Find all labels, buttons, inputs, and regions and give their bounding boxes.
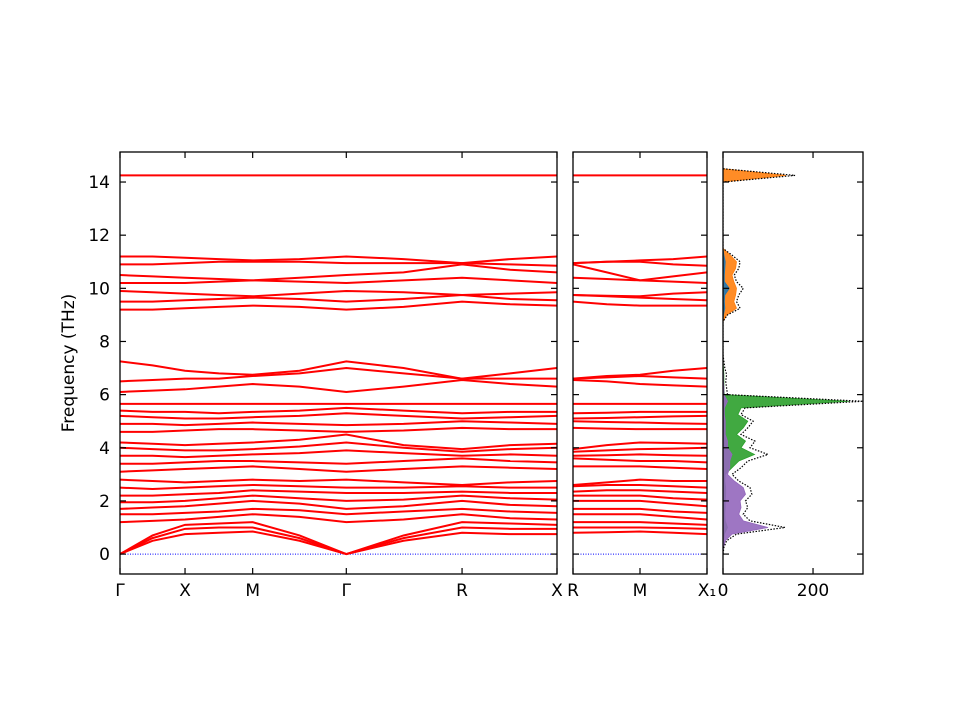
band bbox=[120, 379, 557, 393]
axes-frame bbox=[119, 151, 558, 575]
band bbox=[120, 530, 557, 556]
band bbox=[120, 478, 557, 486]
band bbox=[573, 420, 707, 425]
band bbox=[120, 526, 557, 556]
band bbox=[120, 412, 557, 420]
x-tick-label: R bbox=[456, 581, 468, 601]
pdos-area bbox=[723, 168, 730, 555]
band bbox=[120, 465, 557, 473]
y-tick-label: 10 bbox=[88, 279, 110, 299]
band bbox=[120, 433, 557, 451]
band bbox=[573, 410, 707, 415]
band bbox=[573, 483, 707, 489]
band bbox=[120, 507, 557, 516]
band bbox=[573, 255, 707, 265]
band bbox=[120, 276, 557, 285]
x-tick-label: R bbox=[567, 581, 579, 601]
y-tick-label: 14 bbox=[88, 173, 110, 193]
y-tick-label: 12 bbox=[88, 226, 110, 246]
y-tick-label: 2 bbox=[99, 492, 110, 512]
band bbox=[573, 367, 707, 380]
band bbox=[573, 263, 707, 282]
x-tick-label: X bbox=[551, 581, 563, 601]
band bbox=[120, 420, 557, 427]
x-tick-label: Γ bbox=[115, 581, 125, 601]
band bbox=[120, 293, 557, 303]
band bbox=[120, 426, 557, 433]
band bbox=[120, 441, 557, 453]
plot-area bbox=[723, 168, 863, 555]
total-dos bbox=[723, 168, 863, 555]
plot-area bbox=[120, 174, 557, 556]
band bbox=[573, 441, 707, 451]
band bbox=[573, 379, 707, 388]
y-tick-label: 8 bbox=[99, 332, 110, 352]
band bbox=[120, 513, 557, 524]
band bbox=[120, 489, 557, 497]
band bbox=[120, 263, 557, 282]
x-tick-label: 0 bbox=[718, 581, 729, 601]
band bbox=[573, 446, 707, 453]
band bbox=[573, 513, 707, 521]
band bbox=[573, 426, 707, 431]
band bbox=[120, 367, 557, 383]
band bbox=[573, 478, 707, 486]
band bbox=[573, 291, 707, 298]
x-tick-label: Γ bbox=[342, 581, 352, 601]
band bbox=[120, 499, 557, 510]
axes-frame bbox=[722, 151, 864, 575]
band bbox=[120, 457, 557, 465]
band bbox=[573, 414, 707, 420]
pdos-area bbox=[723, 168, 769, 555]
band bbox=[573, 453, 707, 457]
band bbox=[573, 526, 707, 530]
x-tick-label: 200 bbox=[797, 581, 829, 601]
band bbox=[573, 494, 707, 501]
band bbox=[120, 255, 557, 265]
x-tick-label: M bbox=[245, 581, 260, 601]
y-tick-label: 0 bbox=[99, 545, 110, 565]
band bbox=[120, 483, 557, 490]
band bbox=[120, 494, 557, 504]
y-tick-label: 6 bbox=[99, 386, 110, 406]
band bbox=[120, 300, 557, 311]
band bbox=[573, 499, 707, 508]
plot-area bbox=[573, 174, 707, 555]
band bbox=[573, 457, 707, 464]
x-tick-label: M bbox=[633, 581, 648, 601]
band bbox=[120, 260, 557, 267]
band bbox=[120, 521, 557, 556]
band bbox=[120, 360, 557, 380]
band bbox=[573, 489, 707, 494]
band bbox=[120, 406, 557, 415]
band bbox=[573, 300, 707, 307]
y-tick-label: 4 bbox=[99, 439, 110, 459]
band bbox=[573, 465, 707, 471]
x-tick-label: X₁ bbox=[698, 581, 716, 601]
band bbox=[573, 530, 707, 536]
band bbox=[573, 521, 707, 526]
band bbox=[120, 449, 557, 459]
band bbox=[573, 507, 707, 514]
band bbox=[120, 289, 557, 298]
x-tick-label: X bbox=[179, 581, 191, 601]
y-axis-label: Frequency (THz) bbox=[59, 294, 79, 433]
